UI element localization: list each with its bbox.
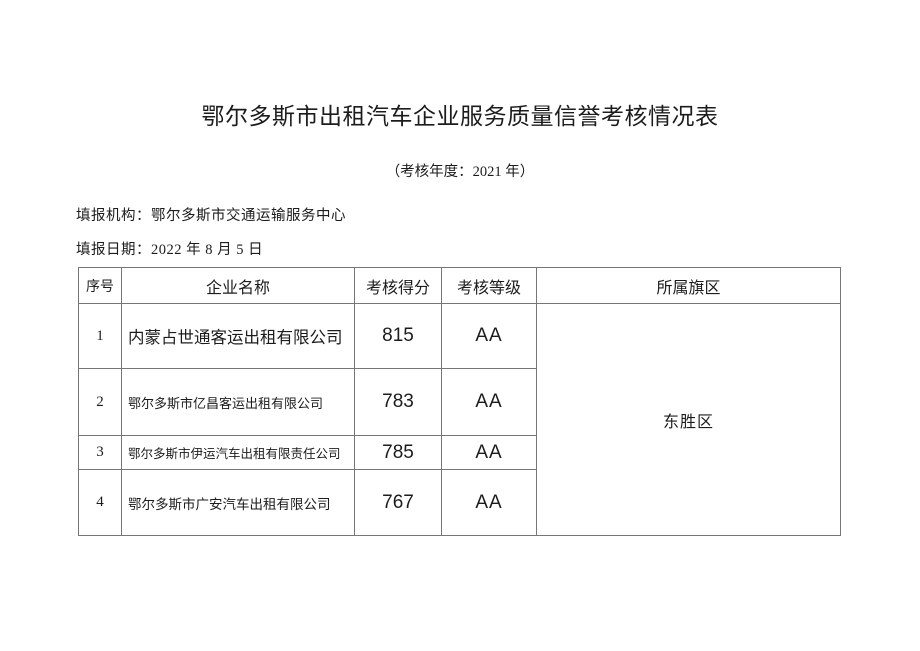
cell-company-name: 内蒙占世通客运出租有限公司 — [121, 303, 355, 369]
table-row: 1 内蒙占世通客运出租有限公司 815 AA 东胜区 — [78, 303, 841, 536]
cell-serial-number: 2 — [78, 368, 122, 436]
table-row: 4 鄂尔多斯市广安汽车出租有限公司 767 AA — [78, 469, 841, 536]
reporting-org-line: 填报机构：鄂尔多斯市交通运输服务中心 — [76, 208, 346, 224]
document-title: 鄂尔多斯市出租汽车企业服务质量信誉考核情况表 — [201, 104, 719, 129]
cell-company-name: 鄂尔多斯市广安汽车出租有限公司 — [121, 469, 355, 536]
cell-grade: AA — [441, 368, 537, 436]
table-row: 2 鄂尔多斯市亿昌客运出租有限公司 783 AA — [78, 368, 841, 436]
cell-score: 783 — [354, 368, 442, 436]
header-assessment-grade: 考核等级 — [441, 267, 537, 304]
cell-company-name: 鄂尔多斯市亿昌客运出租有限公司 — [121, 368, 355, 436]
cell-grade: AA — [441, 303, 537, 369]
cell-score: 815 — [354, 303, 442, 369]
cell-serial-number: 3 — [78, 435, 122, 470]
cell-score: 785 — [354, 435, 442, 470]
cell-grade: AA — [441, 469, 537, 536]
table-header-row: 序号 企业名称 考核得分 考核等级 所属旗区 — [78, 267, 841, 304]
assessment-year-subtitle: （考核年度：2021 年） — [385, 164, 535, 180]
header-district: 所属旗区 — [536, 267, 841, 304]
cell-serial-number: 1 — [78, 303, 122, 369]
cell-score: 767 — [354, 469, 442, 536]
cell-grade: AA — [441, 435, 537, 470]
header-assessment-score: 考核得分 — [354, 267, 442, 304]
table-row: 3 鄂尔多斯市伊运汽车出租有限责任公司 785 AA — [78, 435, 841, 470]
header-serial-number: 序号 — [78, 267, 122, 304]
reporting-date-line: 填报日期：2022 年 8 月 5 日 — [76, 242, 264, 258]
cell-district-merged: 东胜区 — [536, 303, 841, 536]
cell-serial-number: 4 — [78, 469, 122, 536]
cell-company-name: 鄂尔多斯市伊运汽车出租有限责任公司 — [121, 435, 355, 470]
assessment-table: 序号 企业名称 考核得分 考核等级 所属旗区 1 内蒙占世通客运出租有限公司 8… — [78, 267, 841, 536]
header-company-name: 企业名称 — [121, 267, 355, 304]
